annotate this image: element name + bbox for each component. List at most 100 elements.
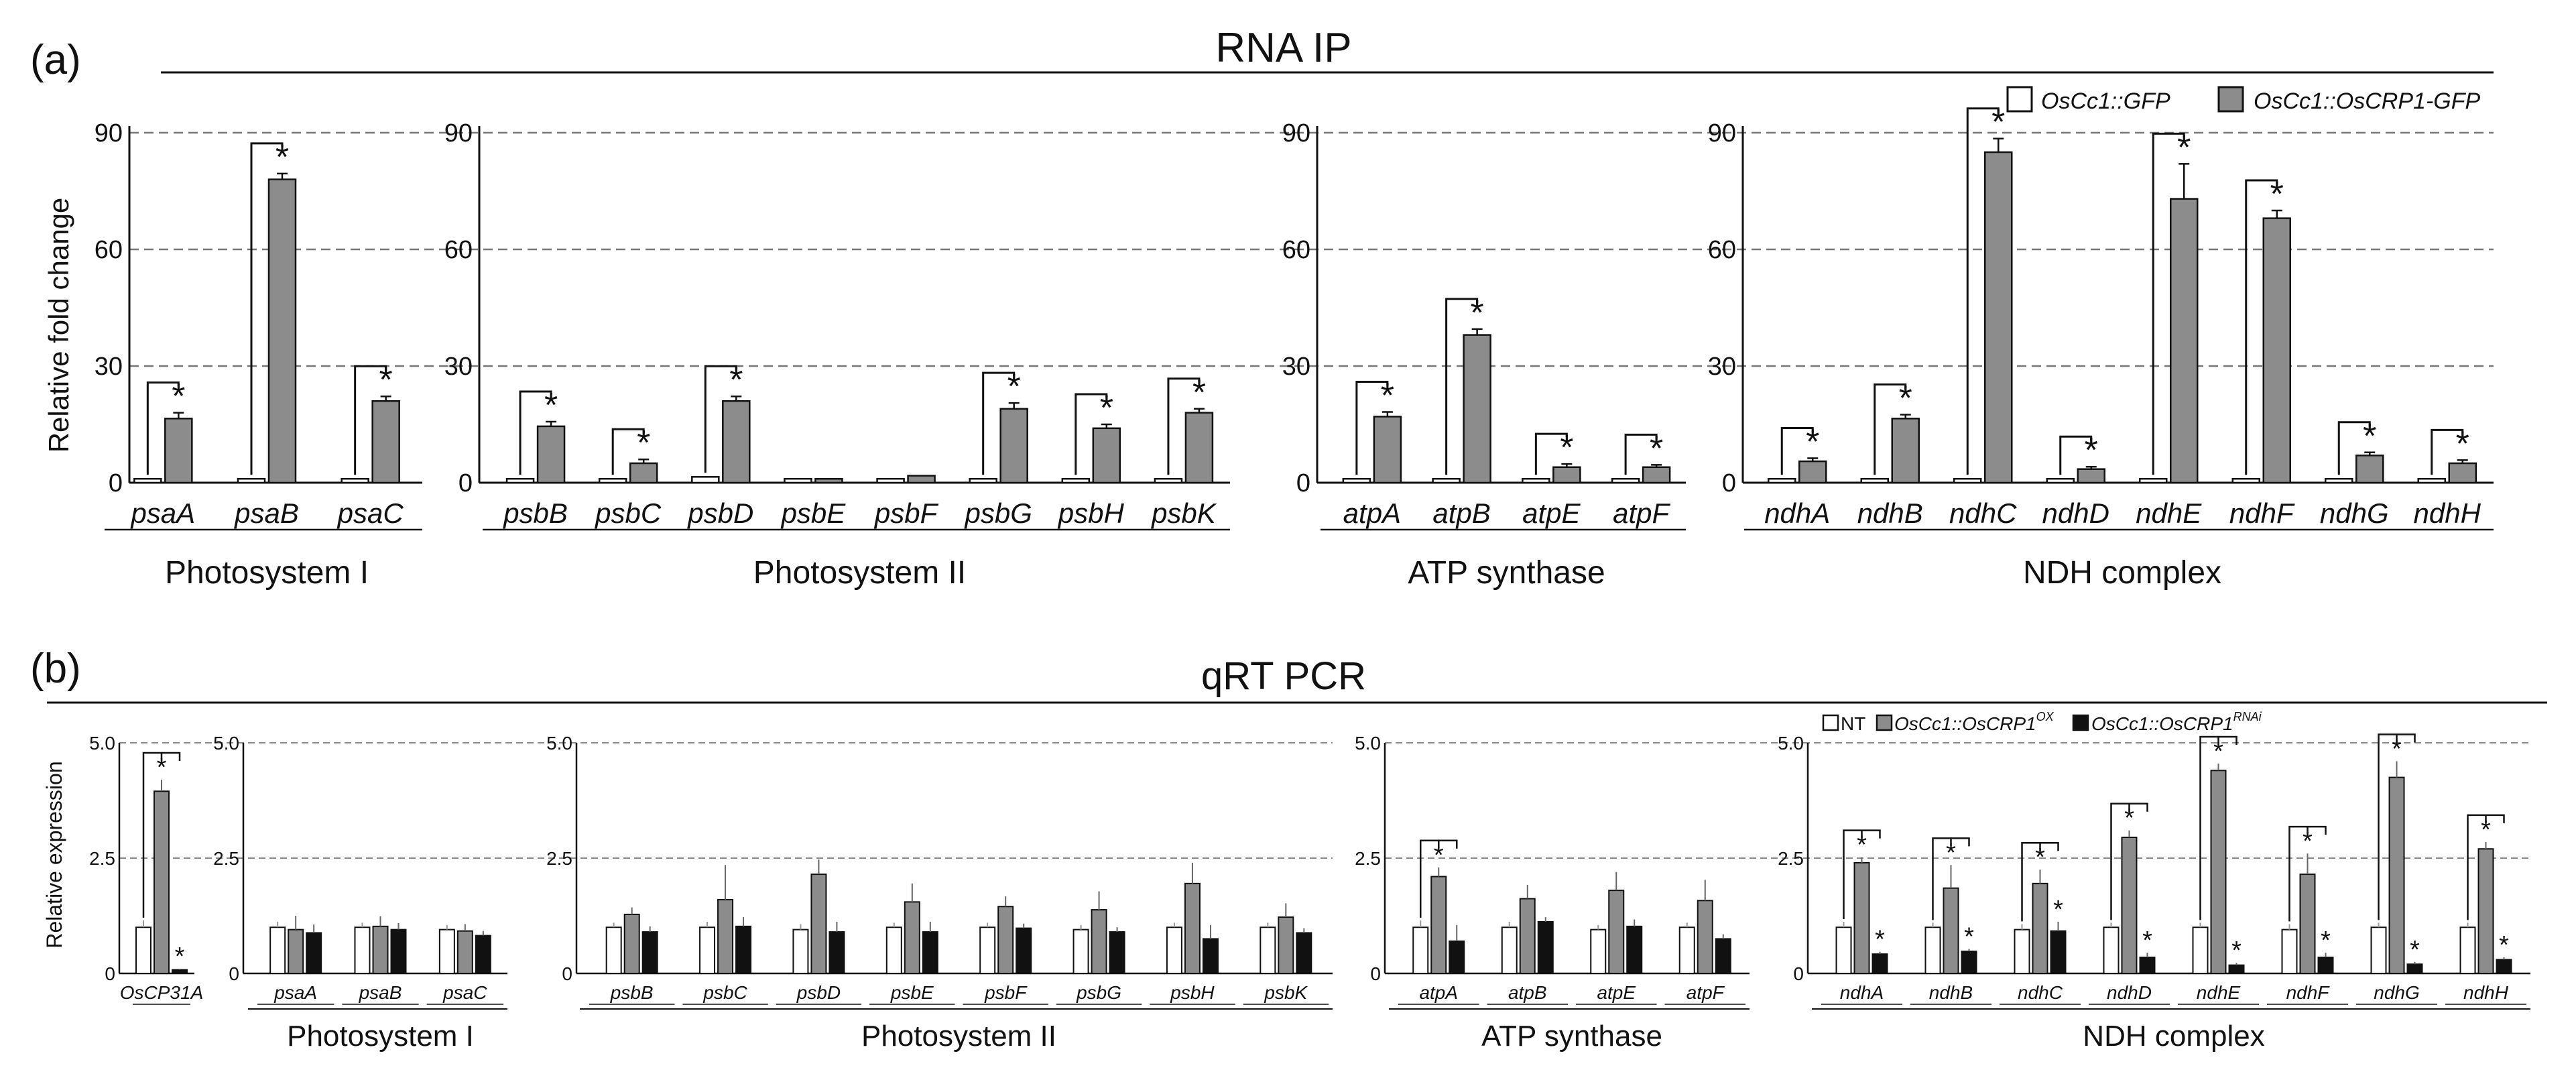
panel-b-title: qRT PCR (1201, 654, 1366, 698)
bar-a-psbH-crp1 (1092, 427, 1121, 484)
sig-bracket-a-psaB (250, 142, 284, 475)
gene-label-b-psaB: psaB (359, 982, 402, 1003)
sig-star-a-ndhD: * (2085, 431, 2098, 470)
bar-b-OsCP31A-nt (135, 926, 151, 974)
bar-b-psbF-ox (997, 906, 1014, 974)
gene-label-b-ndhA: ndhA (1840, 982, 1884, 1003)
bar-b-atpF-ox (1697, 900, 1713, 975)
gene-label-b-psbH: psbH (1170, 982, 1215, 1003)
gene-label-b-ndhG: ndhG (2374, 982, 2420, 1003)
sig-star-a-psbH: * (1100, 389, 1113, 428)
bar-b-psbC-nt (699, 926, 716, 974)
gene-label-a-ndhF: ndhF (2229, 497, 2295, 529)
tick-label-b-oscp31a-0: 0 (105, 963, 115, 984)
legend-b-label-rnai: OsCc1::OsCRP1RNAi (2091, 710, 2262, 734)
sig-bracket-a-atpF (1624, 433, 1658, 475)
sig-star-b-ndhE-rnai: * (2231, 937, 2242, 965)
sig-star-b-atpA-ox: * (1434, 841, 1444, 870)
gene-label-a-atpF: atpF (1613, 497, 1670, 529)
bar-b-ndhG-rnai (2406, 963, 2423, 974)
gene-label-b-psaC: psaC (442, 982, 487, 1003)
bar-a-psaA-gfp (133, 477, 162, 484)
tick-label-a-ndh-complex-0: 0 (1722, 469, 1736, 497)
group-label-b-photosystem-i: Photosystem I (287, 1020, 474, 1053)
sig-bracket-a-psbG (982, 371, 1016, 475)
sig-bracket-a-atpA (1355, 380, 1389, 475)
sig-star-b-ndhG-rnai: * (2410, 936, 2420, 964)
tick-label-b-photosystem-i-2.5: 2.5 (213, 848, 239, 869)
bar-b-psbE-ox (904, 901, 920, 974)
sig-star-a-atpE: * (1560, 428, 1573, 467)
bar-a-ndhH-gfp (2417, 477, 2446, 484)
tick-label-a-photosystem-ii-90: 90 (444, 119, 473, 147)
bar-a-ndhE-crp1 (2170, 198, 2199, 484)
panel-b-label: (b) (30, 646, 81, 692)
bar-b-psbC-ox (717, 898, 734, 975)
bar-a-psbC-crp1 (629, 462, 658, 484)
sig-bracket-a-ndhB (1874, 383, 1907, 475)
sig-star-a-ndhF: * (2270, 175, 2284, 214)
tick-label-a-photosystem-i-0: 0 (109, 469, 123, 497)
legend-b-label-nt: NT (1841, 713, 1865, 734)
bar-b-psbG-rnai (1109, 931, 1125, 974)
sig-star-b-ndhF-ox: * (2303, 827, 2313, 855)
tick-label-b-photosystem-i-0: 0 (229, 963, 239, 984)
bar-a-atpE-crp1 (1552, 466, 1581, 484)
gene-label-b-atpB: atpB (1508, 982, 1547, 1003)
legend-b-swatch-rnai (2072, 714, 2089, 731)
bar-b-psbF-nt (979, 926, 996, 974)
gene-label-a-ndhD: ndhD (2042, 497, 2109, 529)
legend-a-swatch-crp1 (2217, 86, 2244, 113)
gene-label-b-psbF: psbF (984, 982, 1028, 1003)
bar-a-ndhF-gfp (2231, 477, 2260, 484)
bar-b-ndhB-ox (1943, 887, 1959, 974)
bar-b-psaC-rnai (475, 935, 491, 974)
tick-label-b-photosystem-ii-5.0: 5.0 (546, 733, 572, 754)
gene-label-b-psbB: psbB (610, 982, 654, 1003)
bar-a-psbH-gfp (1061, 477, 1091, 484)
bar-a-psbB-gfp (505, 477, 535, 484)
bar-b-psbH-nt (1166, 926, 1182, 974)
gene-label-b-atpA: atpA (1419, 982, 1458, 1003)
gene-label-a-psaB: psaB (233, 497, 299, 529)
tick-label-b-ndh-complex-0: 0 (1793, 963, 1804, 984)
bar-b-psbK-rnai (1296, 932, 1312, 975)
legend-b-label-rnai-sup: RNAi (2233, 710, 2262, 723)
sig-star-a-ndhC: * (1991, 103, 2005, 142)
bar-a-psaB-crp1 (267, 178, 297, 484)
sig-star-b-ndhC-ox: * (2035, 843, 2045, 872)
bar-b-OsCP31A-ox (154, 790, 170, 974)
bar-a-psaC-gfp (341, 477, 369, 484)
sig-bracket-a-psaC (354, 365, 387, 475)
gene-label-b-psbC: psbC (702, 982, 747, 1003)
sig-bracket-b-ndhA (1843, 829, 1881, 919)
legend-b-swatch-nt (1822, 714, 1839, 731)
tick-label-a-ndh-complex-90: 90 (1708, 119, 1736, 147)
gene-label-a-ndhH: ndhH (2414, 497, 2481, 529)
sig-bracket-a-ndhE (2152, 132, 2185, 475)
sig-bracket-a-psbH (1075, 393, 1108, 475)
bar-b-atpE-nt (1590, 929, 1607, 975)
tick-label-a-photosystem-ii-60: 60 (444, 236, 473, 264)
gene-label-a-ndhG: ndhG (2320, 497, 2389, 529)
sig-star-b-ndhE-ox: * (2213, 737, 2223, 766)
bar-a-psbG-gfp (969, 477, 997, 484)
gene-label-b-OsCP31A: OsCP31A (120, 982, 204, 1003)
gene-label-a-atpA: atpA (1343, 497, 1401, 529)
bar-b-ndhC-ox (2032, 882, 2048, 974)
sig-bracket-a-psaA (146, 381, 180, 475)
group-label-a-ndh-complex: NDH complex (2023, 555, 2221, 591)
sig-bracket-a-atpB (1445, 298, 1479, 475)
bar-a-psaA-crp1 (164, 418, 193, 484)
gene-label-b-psbG: psbG (1076, 982, 1121, 1003)
bar-a-atpB-crp1 (1463, 334, 1491, 484)
sig-star-b-ndhB-ox: * (1946, 839, 1956, 867)
bar-b-psaC-nt (438, 929, 455, 975)
bar-a-psbG-crp1 (999, 408, 1028, 484)
gene-label-a-ndhA: ndhA (1764, 497, 1830, 529)
bar-a-psbE-crp1 (814, 477, 843, 484)
tick-label-b-oscp31a-5.0: 5.0 (89, 733, 115, 754)
gene-label-b-ndhD: ndhD (2107, 982, 2152, 1003)
gene-label-a-psaC: psaC (336, 497, 404, 529)
bar-a-ndhA-crp1 (1798, 460, 1827, 484)
